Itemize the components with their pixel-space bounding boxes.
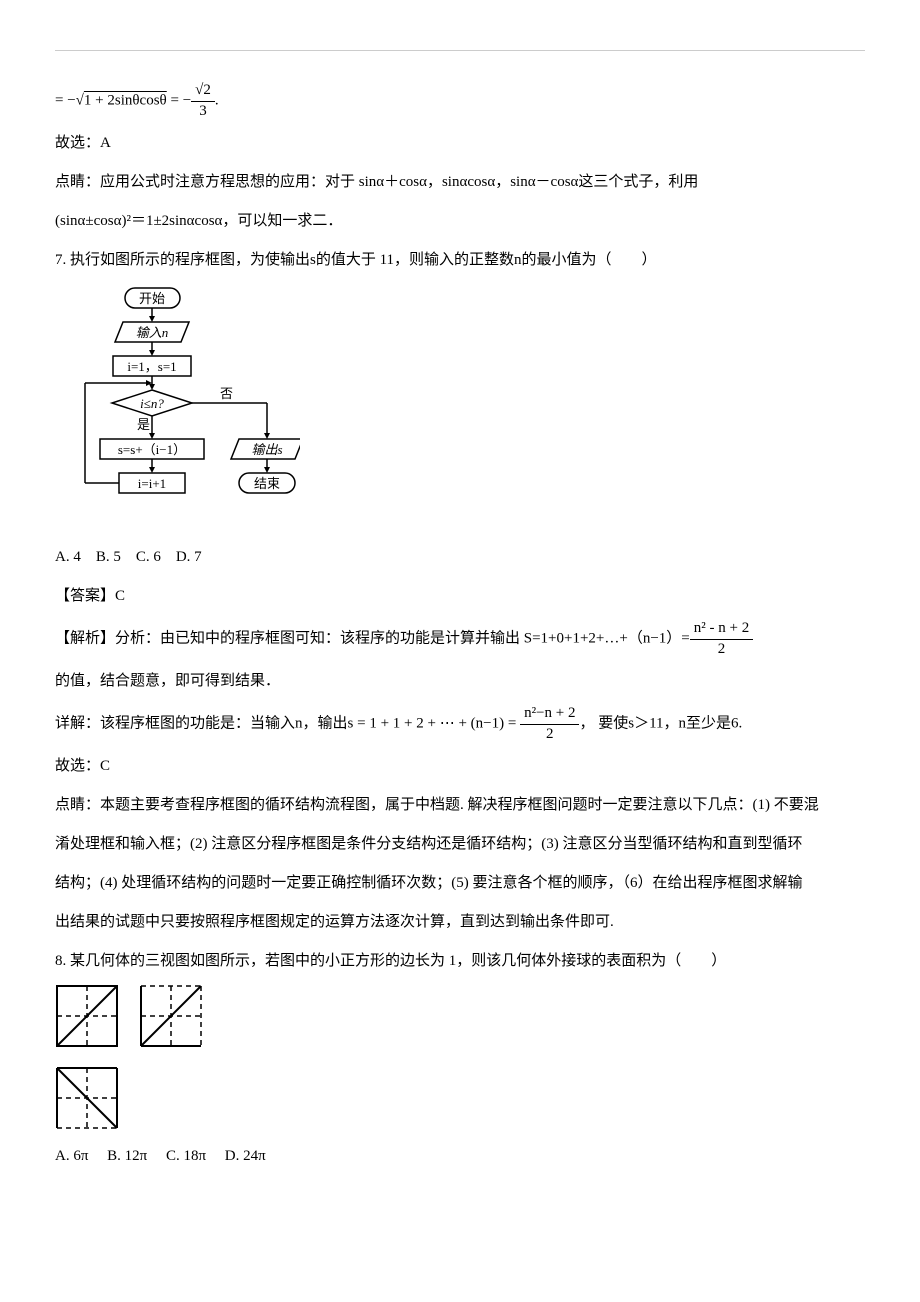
eq-frac: √23 (191, 81, 215, 121)
analysis-7-line2: 的值，结合题意，即可得到结果． (55, 665, 865, 698)
answer-7: 【答案】C (55, 580, 865, 613)
svg-text:结束: 结束 (254, 476, 280, 491)
svg-text:s=s+（i−1）: s=s+（i−1） (118, 442, 186, 457)
svg-text:i≤n?: i≤n? (140, 396, 164, 411)
question-7: 7. 执行如图所示的程序框图，为使输出s的值大于 11，则输入的正整数n的最小值… (55, 244, 865, 277)
svg-text:是: 是 (137, 417, 150, 432)
svg-text:i=1，s=1: i=1，s=1 (127, 359, 176, 374)
svg-text:否: 否 (220, 386, 233, 401)
three-view-1 (55, 984, 119, 1048)
three-view-3 (55, 1066, 119, 1130)
eq-sqrt: √1 + 2sinθcosθ (76, 92, 167, 108)
detail-7: 详解：该程序框图的功能是：当输入n，输出s = 1 + 1 + 2 + ⋯ + … (55, 704, 865, 744)
dianjing7-l1: 点睛：本题主要考查程序框图的循环结构流程图，属于中档题. 解决程序框图问题时一定… (55, 789, 865, 822)
three-view-2 (139, 984, 203, 1048)
question-8: 8. 某几何体的三视图如图所示，若图中的小正方形的边长为 1，则该几何体外接球的… (55, 945, 865, 978)
detail7-frac: n²−n + 22 (520, 704, 579, 744)
svg-text:输入n: 输入n (136, 325, 169, 340)
dianjing7-l4: 出结果的试题中只要按照程序框图规定的运算方法逐次计算，直到达到输出条件即可. (55, 906, 865, 939)
dianjing7-l2: 淆处理框和输入框；(2) 注意区分程序框图是条件分支结构还是循环结构；(3) 注… (55, 828, 865, 861)
eq-suffix: . (215, 92, 219, 108)
equation-line: = −√1 + 2sinθcosθ = −√23. (55, 81, 865, 121)
dianjing7-l3: 结构；(4) 处理循环结构的问题时一定要正确控制循环次数；(5) 要注意各个框的… (55, 867, 865, 900)
flowchart-diagram: 开始 输入n i=1，s=1 i≤n? 是 否 s=s+（i−1） i=i+1 (55, 285, 865, 533)
conclusion-c: 故选：C (55, 750, 865, 783)
eq-mid: = − (167, 92, 191, 108)
eq-prefix: = − (55, 92, 76, 108)
conclusion-a: 故选：A (55, 127, 865, 160)
analysis7-frac: n² - n + 22 (690, 619, 753, 659)
svg-text:输出s: 输出s (251, 442, 282, 457)
q7-options: A. 4 B. 5 C. 6 D. 7 (55, 541, 865, 574)
flowchart-svg: 开始 输入n i=1，s=1 i≤n? 是 否 s=s+（i−1） i=i+1 (55, 285, 300, 520)
svg-text:开始: 开始 (139, 291, 165, 306)
dianjing1-line1: 点睛：应用公式时注意方程思想的应用：对于 sinα＋cosα，sinαcosα，… (55, 166, 865, 199)
q8-options: A. 6π B. 12π C. 18π D. 24π (55, 1140, 865, 1173)
dianjing1-line2: (sinα±cosα)²＝1±2sinαcosα，可以知一求二． (55, 205, 865, 238)
three-view-container (55, 984, 865, 1130)
svg-text:i=i+1: i=i+1 (138, 476, 166, 491)
analysis-7: 【解析】分析：由已知中的程序框图可知：该程序的功能是计算并输出 S=1+0+1+… (55, 619, 865, 659)
divider-top (55, 50, 865, 51)
